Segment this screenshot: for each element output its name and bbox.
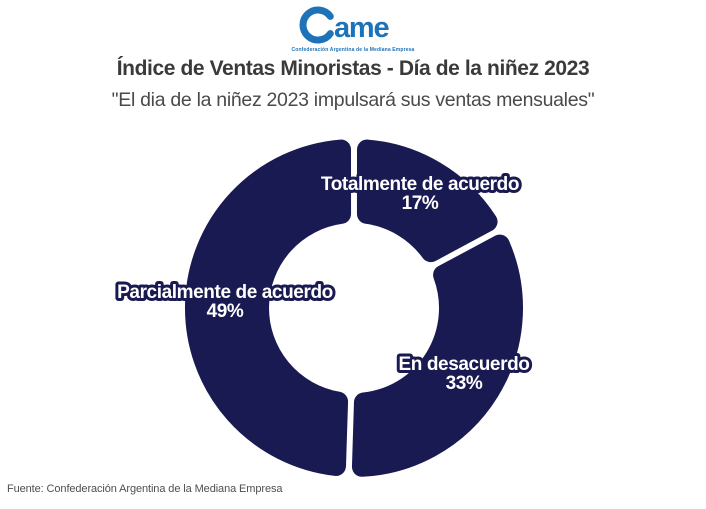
came-logo: ame Confederación Argentina de la Median… [0,4,706,53]
logo-caption: Confederación Argentina de la Mediana Em… [291,47,415,53]
donut-label-value-1: 17% [402,193,439,214]
chart-subtitle: "El dia de la niñez 2023 impulsará sus v… [111,89,595,111]
came-logo-graphic: ame [299,6,391,44]
donut-label-name-2: En desacuerdo [398,354,529,375]
donut-label-value-3: 49% [207,301,244,322]
source-note: Fuente: Confederación Argentina de la Me… [7,483,283,495]
donut-segment-2 [351,234,523,477]
donut-segment-1 [356,139,498,263]
donut-label-name-1: Totalmente de acuerdo [321,174,519,195]
donut-segment-3 [184,139,352,476]
logo-c-ring-icon [299,6,334,44]
donut-label-value-2: 33% [446,373,483,394]
donut-segments [184,139,523,477]
logo-brand-text: ame [334,12,390,44]
chart-title: Índice de Ventas Minoristas - Día de la … [116,57,590,80]
donut-label-name-3: Parcialmente de acuerdo [117,282,333,303]
